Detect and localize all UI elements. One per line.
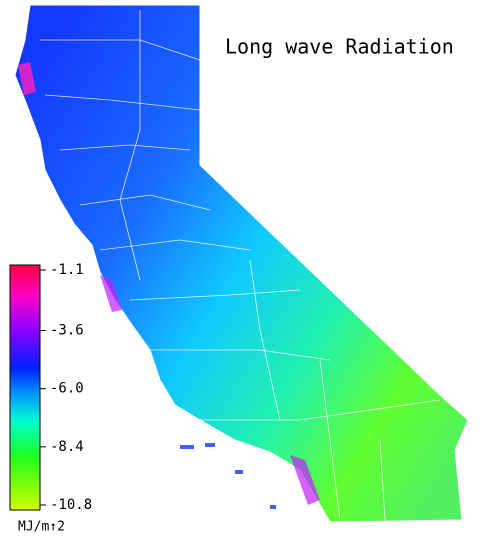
coast-highlight [100,275,122,312]
coast-highlight [290,455,320,505]
colorbar-tick-label: -10.8 [50,497,92,513]
state-shape [14,4,469,523]
islands [180,443,276,509]
colorbar-unit: MJ/m↑2 [18,520,65,535]
colorbar-ticks: -1.1 -3.6 -6.0 -8.4 -10.8 [40,262,92,513]
colorbar-tick-label: -3.6 [50,323,84,339]
colorbar-tick-label: -1.1 [50,262,84,278]
coast-highlight [18,62,36,95]
colorbar-tick-label: -8.4 [50,439,84,455]
county-lines [40,10,441,521]
map-title: Long wave Radiation [225,35,454,59]
colorbar [9,264,41,511]
colorbar-tick-label: -6.0 [50,381,84,397]
california [14,4,469,523]
